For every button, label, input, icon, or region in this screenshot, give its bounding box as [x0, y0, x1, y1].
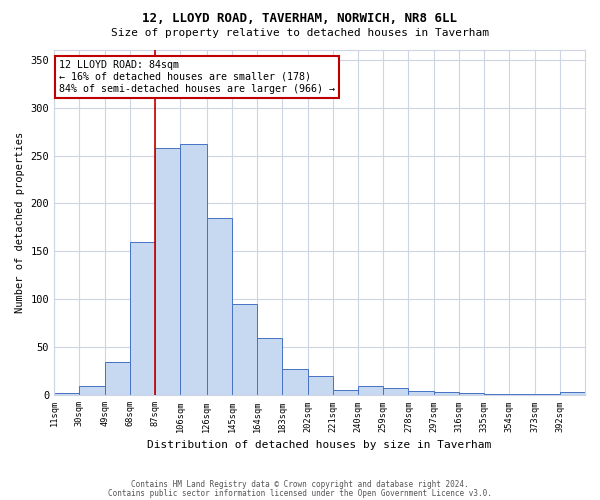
Bar: [79, 386, 104, 396]
Bar: [283, 370, 308, 396]
Bar: [104, 362, 130, 396]
Bar: [459, 394, 484, 396]
Bar: [560, 392, 585, 396]
Text: 12, LLOYD ROAD, TAVERHAM, NORWICH, NR8 6LL: 12, LLOYD ROAD, TAVERHAM, NORWICH, NR8 6…: [143, 12, 458, 26]
Text: Contains public sector information licensed under the Open Government Licence v3: Contains public sector information licen…: [108, 489, 492, 498]
Bar: [308, 376, 333, 396]
Bar: [535, 394, 560, 396]
Bar: [509, 394, 535, 396]
Text: Contains HM Land Registry data © Crown copyright and database right 2024.: Contains HM Land Registry data © Crown c…: [131, 480, 469, 489]
Bar: [130, 242, 155, 396]
Bar: [409, 390, 434, 396]
Bar: [358, 386, 383, 396]
Bar: [232, 304, 257, 396]
Y-axis label: Number of detached properties: Number of detached properties: [15, 132, 25, 314]
Bar: [383, 388, 409, 396]
Bar: [155, 148, 180, 396]
Bar: [54, 394, 79, 396]
Bar: [434, 392, 459, 396]
Bar: [484, 394, 509, 396]
Text: 12 LLOYD ROAD: 84sqm
← 16% of detached houses are smaller (178)
84% of semi-deta: 12 LLOYD ROAD: 84sqm ← 16% of detached h…: [59, 60, 335, 94]
Bar: [180, 144, 207, 396]
Bar: [333, 390, 358, 396]
X-axis label: Distribution of detached houses by size in Taverham: Distribution of detached houses by size …: [148, 440, 492, 450]
Text: Size of property relative to detached houses in Taverham: Size of property relative to detached ho…: [111, 28, 489, 38]
Bar: [257, 338, 283, 396]
Bar: [207, 218, 232, 396]
